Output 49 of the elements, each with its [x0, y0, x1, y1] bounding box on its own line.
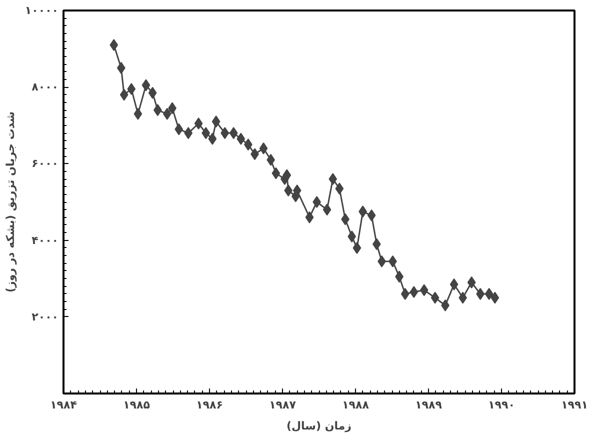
point	[229, 127, 238, 140]
y-tick-label: ۶۰۰۰	[32, 157, 59, 170]
point	[259, 142, 268, 154]
point	[430, 292, 440, 304]
point	[194, 117, 203, 130]
point	[120, 88, 128, 101]
point	[212, 116, 220, 128]
x-tick-label: ۱۹۸۵	[123, 398, 150, 412]
point	[367, 209, 376, 222]
x-tick-label: ۱۹۸۹	[415, 398, 442, 412]
point	[348, 230, 356, 242]
point	[174, 123, 184, 136]
point	[484, 288, 494, 300]
point	[467, 276, 476, 288]
y-tick-label: ۸۰۰۰	[32, 80, 59, 94]
point	[208, 132, 217, 145]
point	[134, 108, 142, 120]
point	[162, 108, 172, 120]
x-tick-label: ۱۹۹۰	[488, 398, 515, 412]
y-tick-label: ۲۰۰۰	[32, 310, 59, 324]
point	[420, 284, 428, 296]
point	[410, 286, 418, 298]
point	[305, 211, 314, 224]
y-tick-label: ۴۰۰۰	[32, 234, 59, 247]
point	[450, 278, 458, 290]
x-tick-label: ۱۹۸۴	[50, 398, 78, 412]
x-tick-label: ۱۹۸۸	[342, 398, 370, 412]
y-tick-label: ۱۰۰۰۰	[24, 4, 59, 17]
point	[272, 167, 280, 180]
point	[400, 288, 410, 300]
x-tick-label: ۱۹۸۷	[269, 398, 296, 412]
point	[490, 292, 500, 304]
point	[148, 86, 157, 99]
point	[322, 204, 332, 216]
point	[284, 184, 293, 197]
point	[127, 83, 136, 96]
point	[335, 182, 344, 195]
point	[312, 196, 321, 208]
y-axis-title: شدت جریان تزریق (بشکه در روز)	[4, 111, 17, 293]
point	[236, 132, 246, 145]
x-tick-label: ۱۹۹۱	[561, 398, 588, 412]
x-axis-title: زمان (سال)	[286, 420, 352, 432]
point	[328, 173, 338, 186]
point	[282, 169, 292, 182]
point	[202, 127, 210, 140]
x-tick-label: ۱۹۸۶	[196, 398, 223, 412]
point	[352, 242, 362, 254]
point	[142, 79, 150, 92]
point	[110, 38, 118, 51]
